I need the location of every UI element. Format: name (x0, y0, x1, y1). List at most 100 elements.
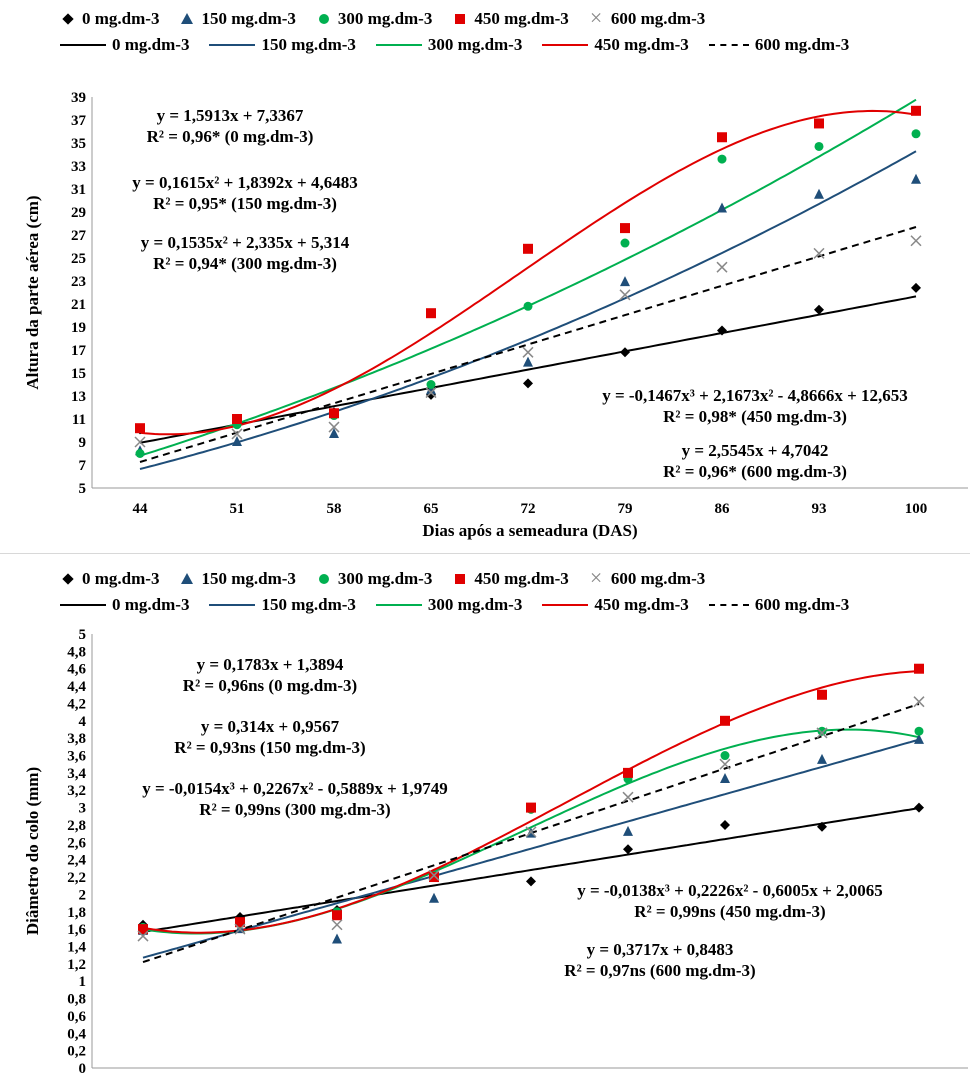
y-tick-label: 4 (79, 714, 87, 730)
legend-item-450-marker: 450 mg.dm-3 (452, 569, 569, 589)
legend-label: 600 mg.dm-3 (610, 9, 706, 28)
fit-line-600 (139, 226, 917, 463)
dashed-line-sample-icon (708, 604, 749, 606)
y-tick-label: 4,8 (67, 644, 86, 660)
equation-text: y = -0,0154x³ + 0,2267x² - 0,5889x + 1,9… (142, 779, 448, 798)
square-marker-point (232, 414, 242, 424)
cross-marker-point (619, 289, 631, 301)
x-tick-label: 93 (812, 501, 827, 517)
equation-0: y = 1,5913x + 7,3367 R² = 0,96* (0 mg.dm… (120, 105, 340, 147)
cross-marker-point (816, 727, 828, 739)
y-tick-label: 21 (71, 297, 86, 313)
triangle-marker-point (914, 733, 924, 744)
cross-marker-icon (589, 565, 605, 591)
legend-item-600-line: 600 mg.dm-3 (708, 595, 849, 615)
legend-label: 600 mg.dm-3 (754, 35, 850, 54)
diameter-chart-legend: 0 mg.dm-3 150 mg.dm-3 300 mg.dm-3 450 mg… (60, 565, 940, 618)
circle-marker-icon (316, 11, 332, 27)
cross-marker-point (525, 826, 537, 838)
equation-600: y = 2,5545x + 4,7042 R² = 0,96* (600 mg.… (615, 440, 895, 482)
triangle-marker-point (232, 436, 242, 446)
legend-item-0-marker: 0 mg.dm-3 (60, 569, 159, 589)
x-tick-label: 86 (715, 501, 731, 517)
line-sample-icon (375, 44, 422, 46)
equation-text: y = 2,5545x + 4,7042 (681, 441, 829, 460)
legend-label: 300 mg.dm-3 (337, 9, 433, 28)
legend-label: 450 mg.dm-3 (594, 35, 689, 54)
diamond-marker-point (914, 802, 924, 813)
y-tick-label: 3,4 (67, 766, 86, 782)
legend-item-0-line: 0 mg.dm-3 (60, 35, 189, 55)
triangle-marker-point (814, 188, 824, 199)
triangle-marker-icon (179, 11, 195, 27)
equation-text: y = 1,5913x + 7,3367 (156, 106, 304, 125)
square-marker-point (911, 105, 921, 116)
y-tick-label: 29 (71, 205, 86, 221)
dashed-line-sample-icon (708, 44, 749, 46)
legend-item-300-line: 300 mg.dm-3 (375, 35, 522, 55)
legend-item-150-marker: 150 mg.dm-3 (179, 9, 296, 29)
legend-marker-row: 0 mg.dm-3 150 mg.dm-3 300 mg.dm-3 450 mg… (60, 565, 940, 592)
y-tick-label: 31 (71, 182, 86, 198)
cross-marker-point (137, 930, 149, 942)
triangle-marker-icon (179, 571, 195, 587)
y-tick-label: 1,2 (67, 957, 86, 973)
cross-marker-point (331, 919, 343, 931)
square-marker-point (620, 223, 630, 234)
diamond-marker-point (720, 819, 730, 830)
legend-label: 0 mg.dm-3 (112, 595, 190, 614)
fit-line-450 (142, 670, 920, 934)
cross-marker-point (910, 235, 922, 247)
diameter-chart-panel: 0 mg.dm-3 150 mg.dm-3 3 0 0 mg.dm-3 450 mg… (0, 553, 970, 1079)
y-axis-title: Diâmetro do colo (mm) (23, 767, 42, 935)
x-tick-label: 58 (327, 501, 342, 517)
square-marker-point (523, 243, 533, 254)
square-marker-point (429, 872, 439, 883)
fit-line-150 (139, 150, 917, 470)
diamond-marker-point (911, 282, 921, 293)
equation-text: y = -0,1467x³ + 2,1673x² - 4,8666x + 12,… (602, 386, 908, 405)
square-marker-point (720, 715, 730, 726)
square-marker-point (135, 423, 145, 434)
line-sample-icon (60, 44, 106, 46)
diamond-marker-point (235, 911, 245, 922)
square-marker-point (426, 308, 436, 319)
y-tick-label: 2,2 (67, 870, 86, 886)
equation-150: y = 0,314x + 0,9567 R² = 0,93ns (150 mg.… (140, 716, 400, 758)
x-tick-label: 44 (133, 501, 149, 517)
cross-marker-point (328, 421, 340, 433)
equation-450: y = -0,1467x³ + 2,1673x² - 4,8666x + 12,… (560, 385, 950, 427)
circle-marker-point (814, 141, 824, 151)
y-tick-label: 2,4 (67, 853, 86, 869)
r2-text: R² = 0,96ns (0 mg.dm-3) (182, 676, 358, 695)
diamond-marker-point (814, 304, 824, 315)
r2-text: R² = 0,99ns (450 mg.dm-3) (634, 902, 826, 921)
triangle-marker-point (620, 276, 630, 287)
square-marker-point (814, 118, 824, 129)
r2-text: R² = 0,94* (300 mg.dm-3) (153, 254, 337, 273)
equation-text: y = 0,1615x² + 1,8392x + 4,6483 (132, 173, 358, 192)
square-marker-point (526, 802, 536, 813)
circle-marker-point (523, 301, 533, 311)
cross-marker-point (231, 428, 243, 440)
r2-text: R² = 0,98* (450 mg.dm-3) (663, 407, 847, 426)
circle-marker-point (720, 751, 730, 761)
legend-label: 0 mg.dm-3 (82, 569, 160, 588)
y-tick-label: 0,8 (67, 992, 86, 1008)
cross-marker-icon (589, 5, 605, 31)
y-tick-label: 0 (79, 1061, 87, 1077)
fit-line-0 (139, 295, 917, 444)
legend-label: 150 mg.dm-3 (201, 569, 296, 588)
y-tick-label: 0,2 (67, 1044, 86, 1060)
line-sample-icon (209, 604, 256, 606)
triangle-marker-point (911, 173, 921, 184)
equation-text: y = 0,1783x + 1,3894 (196, 655, 344, 674)
legend-item-600-marker: 600 mg.dm-3 (589, 5, 706, 31)
y-tick-label: 3 (79, 801, 87, 817)
y-tick-label: 23 (71, 274, 86, 290)
square-marker-point (914, 663, 924, 674)
x-tick-label: 51 (230, 501, 245, 517)
legend-label: 150 mg.dm-3 (261, 35, 356, 54)
y-tick-label: 1 (79, 974, 87, 990)
